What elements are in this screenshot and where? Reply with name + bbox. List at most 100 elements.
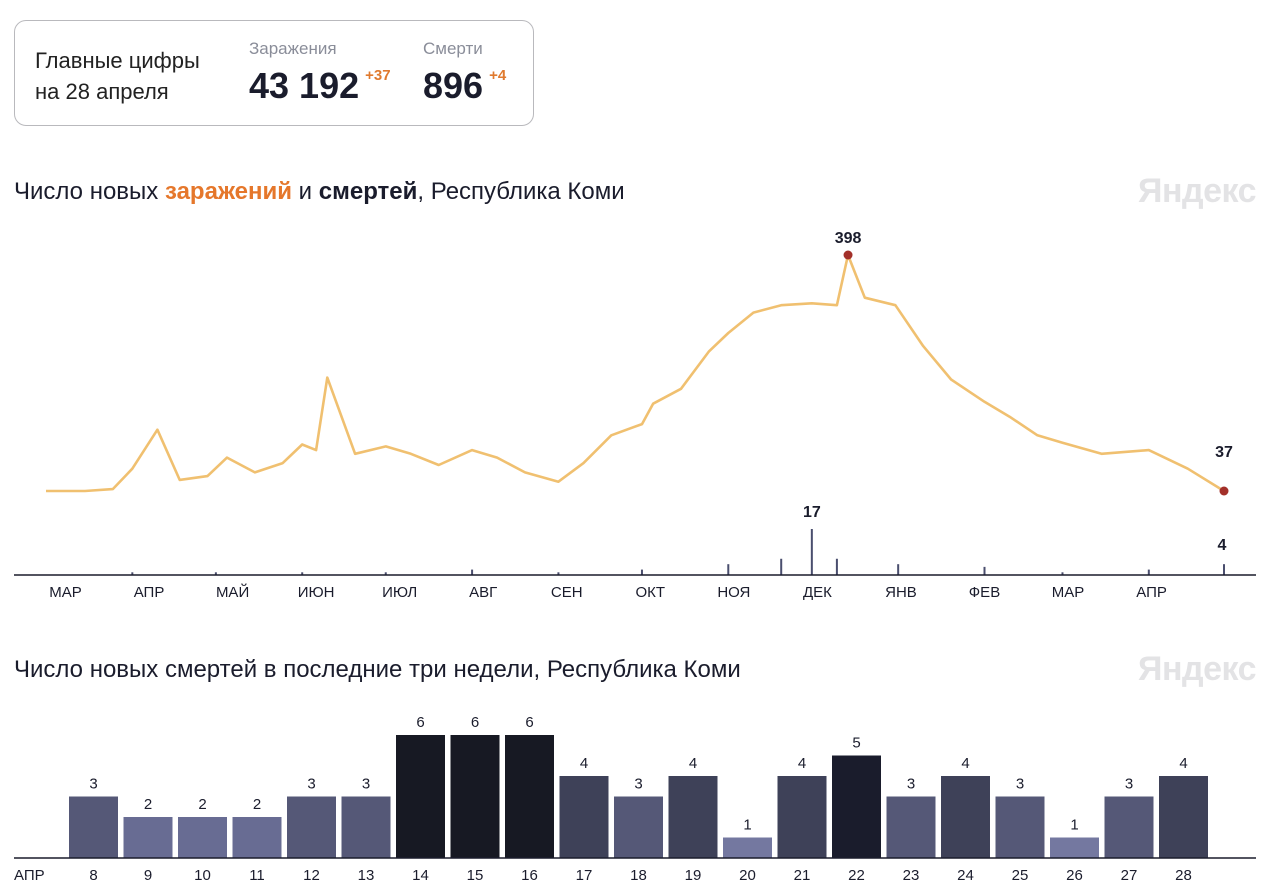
day-death-bar: [723, 837, 772, 858]
bar-value-label: 4: [689, 755, 697, 772]
peak-infections-label: 398: [835, 230, 862, 247]
death-bar: [780, 558, 783, 575]
day-label: 19: [685, 867, 702, 884]
day-death-bar: [832, 755, 881, 858]
peak-infections-dot: [843, 250, 853, 260]
day-death-bar: [886, 796, 936, 858]
day-label: 11: [249, 867, 265, 884]
death-bar: [727, 564, 730, 575]
bar-value-label: 4: [1179, 755, 1187, 772]
chart1-title-suffix: , Республика Коми: [417, 178, 625, 205]
day-death-bar: [450, 735, 500, 858]
bar-value-label: 3: [307, 776, 315, 793]
day-death-bar: [178, 817, 227, 858]
day-death-bar: [1159, 776, 1208, 858]
day-label: 22: [848, 867, 865, 884]
chart1-title: Число новых заражений и смертей, Республ…: [14, 178, 625, 206]
deaths-value: 896: [423, 65, 484, 106]
death-bar: [471, 569, 474, 575]
death-bar: [897, 564, 900, 575]
month-tick: СЕН: [551, 584, 583, 601]
death-bar: [835, 558, 838, 575]
chart2-month-label: АПР: [14, 867, 45, 884]
peak-deaths-label: 17: [803, 504, 821, 521]
month-tick: ДЕК: [803, 584, 832, 601]
chart1-title-prefix: Число новых: [14, 178, 165, 205]
day-death-bar: [505, 735, 554, 858]
bar-value-label: 5: [852, 735, 860, 752]
bar-value-label: 3: [907, 776, 915, 793]
bar-value-label: 1: [1070, 817, 1078, 834]
month-tick: АПР: [134, 584, 165, 601]
day-label: 20: [739, 867, 756, 884]
bar-value-label: 4: [798, 755, 806, 772]
chart2-title: Число новых смертей в последние три неде…: [14, 656, 741, 683]
day-death-bar: [941, 776, 990, 858]
bar-value-label: 6: [525, 714, 533, 731]
day-label: 18: [630, 867, 647, 884]
day-death-bar: [123, 817, 173, 858]
bar-value-label: 4: [580, 755, 588, 772]
month-tick: ОКТ: [636, 584, 666, 601]
death-bar: [1061, 572, 1064, 575]
summary-title-line2: на 28 апреля: [35, 79, 169, 104]
deaths-stat: Смерти 896 +4: [423, 39, 506, 107]
day-death-bar: [69, 796, 118, 858]
month-tick: НОЯ: [717, 584, 750, 601]
death-bar: [1147, 569, 1150, 575]
day-death-bar: [396, 735, 445, 858]
death-bar: [640, 569, 643, 575]
month-tick: МАР: [1052, 584, 1085, 601]
last-infections-label: 37: [1215, 444, 1233, 461]
day-death-bar: [1050, 837, 1099, 858]
day-death-bar: [287, 796, 336, 858]
bar-value-label: 3: [634, 776, 642, 793]
yandex-logo-2: Яндекс: [1138, 650, 1256, 688]
month-tick: ИЮЛ: [382, 584, 417, 601]
death-bar: [301, 572, 304, 575]
day-label: 27: [1121, 867, 1138, 884]
day-death-bar: [559, 776, 609, 858]
bar-value-label: 2: [198, 796, 206, 813]
bar-value-label: 6: [471, 714, 479, 731]
day-label: 16: [521, 867, 538, 884]
day-death-bar: [232, 817, 282, 858]
death-bar: [1223, 564, 1225, 575]
bar-value-label: 2: [144, 796, 152, 813]
death-bar: [131, 572, 134, 575]
infections-deaths-chart: 398 37 17 4 МАР АПР МАЙ ИЮН ИЮЛ АВГ СЕН ОКТ НОЯ ДЕК Я…: [14, 230, 1256, 601]
month-tick: ЯНВ: [885, 584, 917, 601]
last-infections-dot: [1219, 486, 1229, 496]
day-label: 15: [467, 867, 484, 884]
day-label: 12: [303, 867, 320, 884]
death-bar: [983, 566, 986, 575]
day-label: 21: [794, 867, 811, 884]
summary-title: Главные цифры на 28 апреля: [35, 45, 235, 107]
summary-title-line1: Главные цифры: [35, 48, 200, 73]
chart1-title-mid: и: [292, 178, 319, 205]
infections-line: [46, 253, 1225, 493]
infections-label: Заражения: [249, 39, 337, 58]
infections-value: 43 192: [249, 65, 360, 106]
day-label: 13: [358, 867, 375, 884]
bar-value-label: 3: [1125, 776, 1133, 793]
day-death-bar: [995, 796, 1045, 858]
infections-stat: Заражения 43 192 +37: [249, 39, 391, 107]
bar-value-label: 4: [961, 755, 969, 772]
month-tick: МАР: [49, 584, 82, 601]
chart1-title-infections: заражений: [164, 178, 292, 205]
day-death-bar: [777, 776, 827, 858]
death-bar: [384, 572, 387, 575]
month-tick: ФЕВ: [969, 584, 1000, 601]
month-tick: ИЮН: [298, 584, 335, 601]
bar-value-label: 6: [416, 714, 424, 731]
death-bar: [810, 529, 813, 575]
day-label: 10: [194, 867, 211, 884]
day-label: 28: [1175, 867, 1192, 884]
yandex-logo: Яндекс: [1138, 172, 1256, 210]
infections-delta: +37: [365, 67, 391, 84]
chart1-title-deaths: смертей: [318, 178, 418, 205]
deaths-label: Смерти: [423, 39, 483, 58]
bar-value-label: 1: [743, 817, 751, 834]
month-tick: АПР: [1136, 584, 1167, 601]
